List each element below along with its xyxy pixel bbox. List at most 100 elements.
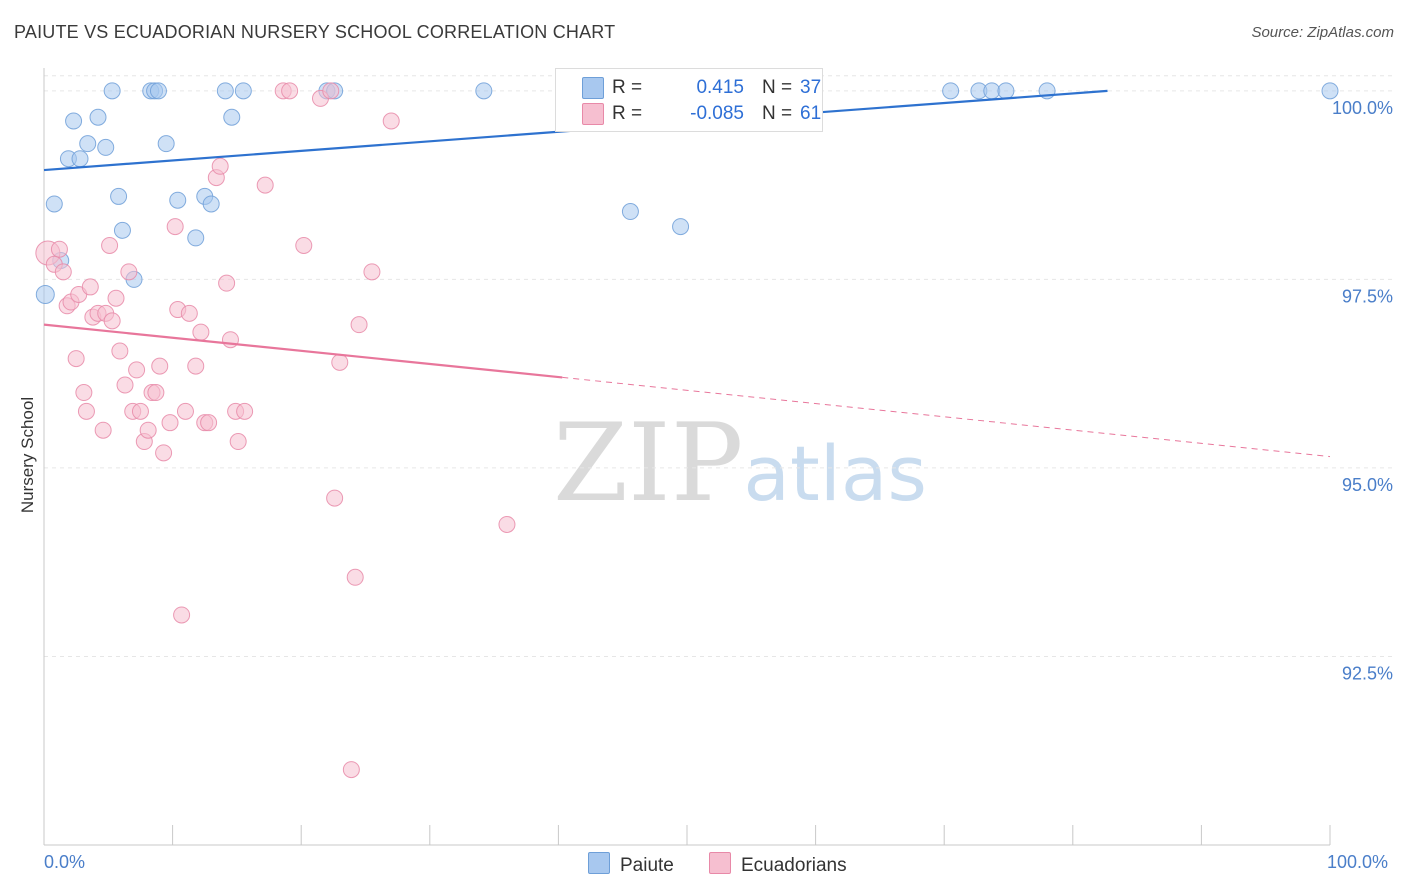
ecuadorian-point — [173, 606, 191, 624]
watermark: ZIPatlas — [553, 400, 927, 526]
ecuadorian-point — [382, 112, 400, 130]
x-tick-label-min: 0.0% — [44, 852, 86, 872]
ecuadorian-point — [75, 384, 93, 402]
paiute-point — [35, 284, 55, 304]
ecuadorian-point — [151, 357, 169, 375]
legend-item-ecuadorians: Ecuadorians — [709, 852, 847, 877]
ecuadorian-point — [229, 433, 247, 451]
y-tick-label: 92.5% — [1342, 663, 1393, 683]
ecuadorian-point — [218, 274, 236, 292]
ecuadorian-point — [103, 312, 121, 330]
ecuadorian-point — [295, 236, 313, 254]
ecuadorian-point — [350, 316, 368, 334]
paiute-point — [169, 191, 187, 209]
ecuadorian-point — [331, 353, 349, 371]
paiute-point — [672, 218, 690, 236]
paiute-point — [621, 203, 639, 221]
ecuadorian-point — [139, 421, 157, 439]
paiute-point — [149, 82, 167, 100]
paiute-point — [234, 82, 252, 100]
ecuadorian-trend-line — [43, 323, 563, 379]
ecuadorians-legend-swatch — [709, 852, 731, 874]
ecuadorians-legend-label: Ecuadorians — [741, 855, 847, 876]
paiute-point — [223, 108, 241, 126]
paiute-point — [103, 82, 121, 100]
paiute-point — [202, 195, 220, 213]
ecuadorians-swatch — [582, 103, 604, 125]
y-tick-label: 100.0% — [1332, 98, 1393, 118]
n-label: N = — [762, 103, 793, 124]
paiute-point — [997, 82, 1015, 100]
x-tick-label-max: 100.0% — [1327, 852, 1389, 872]
n-value: 37 — [800, 77, 822, 98]
ecuadorian-point — [236, 402, 254, 420]
ecuadorian-point — [256, 176, 274, 194]
ecuadorian-point — [166, 218, 184, 236]
ecuadorian-point — [342, 761, 360, 779]
paiute-point — [79, 135, 97, 153]
ecuadorian-point — [155, 444, 173, 462]
paiute-point — [216, 82, 234, 100]
ecuadorian-point — [211, 157, 229, 175]
ecuadorian-point — [363, 263, 381, 281]
paiute-point — [45, 195, 63, 213]
paiute-point — [89, 108, 107, 126]
watermark-atlas: atlas — [743, 429, 928, 518]
r-label: R = — [612, 77, 643, 98]
ecuadorian-point — [116, 376, 134, 394]
stats-legend: R = 0.415 N = 37 R = -0.085 N = 61 — [555, 68, 823, 132]
r-value: -0.085 — [690, 103, 744, 124]
paiute-point — [187, 229, 205, 247]
ecuadorian-point — [187, 357, 205, 375]
legend-item-paiute: Paiute — [588, 852, 674, 877]
ecuadorian-point — [161, 414, 179, 432]
ecuadorian-point — [192, 323, 210, 341]
paiute-point — [113, 221, 131, 239]
paiute-point — [983, 82, 1001, 100]
ecuadorian-point — [120, 263, 138, 281]
ecuadorian-point — [180, 304, 198, 322]
paiute-swatch — [582, 77, 604, 99]
ecuadorian-point — [67, 350, 85, 368]
ecuadorian-point — [81, 278, 99, 296]
ecuadorian-point — [54, 263, 72, 281]
ecuadorian-point — [107, 289, 125, 307]
r-label: R = — [612, 103, 643, 124]
paiute-point — [71, 150, 89, 168]
chart-title: PAIUTE VS ECUADORIAN NURSERY SCHOOL CORR… — [14, 22, 616, 42]
paiute-point — [942, 82, 960, 100]
ecuadorian-point — [200, 414, 218, 432]
ecuadorian-point — [221, 331, 239, 349]
ecuadorian-point — [50, 240, 68, 258]
ecuadorian-point — [498, 515, 516, 533]
r-value: 0.415 — [696, 77, 744, 98]
ecuadorian-point — [281, 82, 299, 100]
ecuadorian-point — [101, 236, 119, 254]
n-value: 61 — [800, 103, 822, 124]
watermark-zip: ZIP — [553, 401, 744, 526]
paiute-point — [157, 135, 175, 153]
source-credit: Source: ZipAtlas.com — [1251, 24, 1394, 41]
ecuadorian-trend-line-extension — [562, 376, 1331, 458]
ecuadorian-point — [111, 342, 129, 360]
ecuadorian-point — [322, 82, 340, 100]
paiute-point — [65, 112, 83, 130]
paiute-point — [1321, 82, 1339, 100]
n-label: N = — [762, 77, 793, 98]
ecuadorian-point — [326, 489, 344, 507]
ecuadorian-point — [147, 384, 165, 402]
y-tick-label: 97.5% — [1342, 286, 1393, 306]
paiute-legend-label: Paiute — [620, 855, 674, 876]
y-tick-label: 95.0% — [1342, 475, 1393, 495]
ecuadorian-point — [131, 402, 149, 420]
paiute-legend-swatch — [588, 852, 610, 874]
ecuadorian-point — [128, 361, 146, 379]
ecuadorian-point — [176, 402, 194, 420]
paiute-point — [475, 82, 493, 100]
ecuadorian-point — [77, 402, 95, 420]
ecuadorian-point — [94, 421, 112, 439]
ecuadorian-point — [346, 568, 364, 586]
paiute-point — [97, 138, 115, 156]
paiute-point — [110, 187, 128, 205]
